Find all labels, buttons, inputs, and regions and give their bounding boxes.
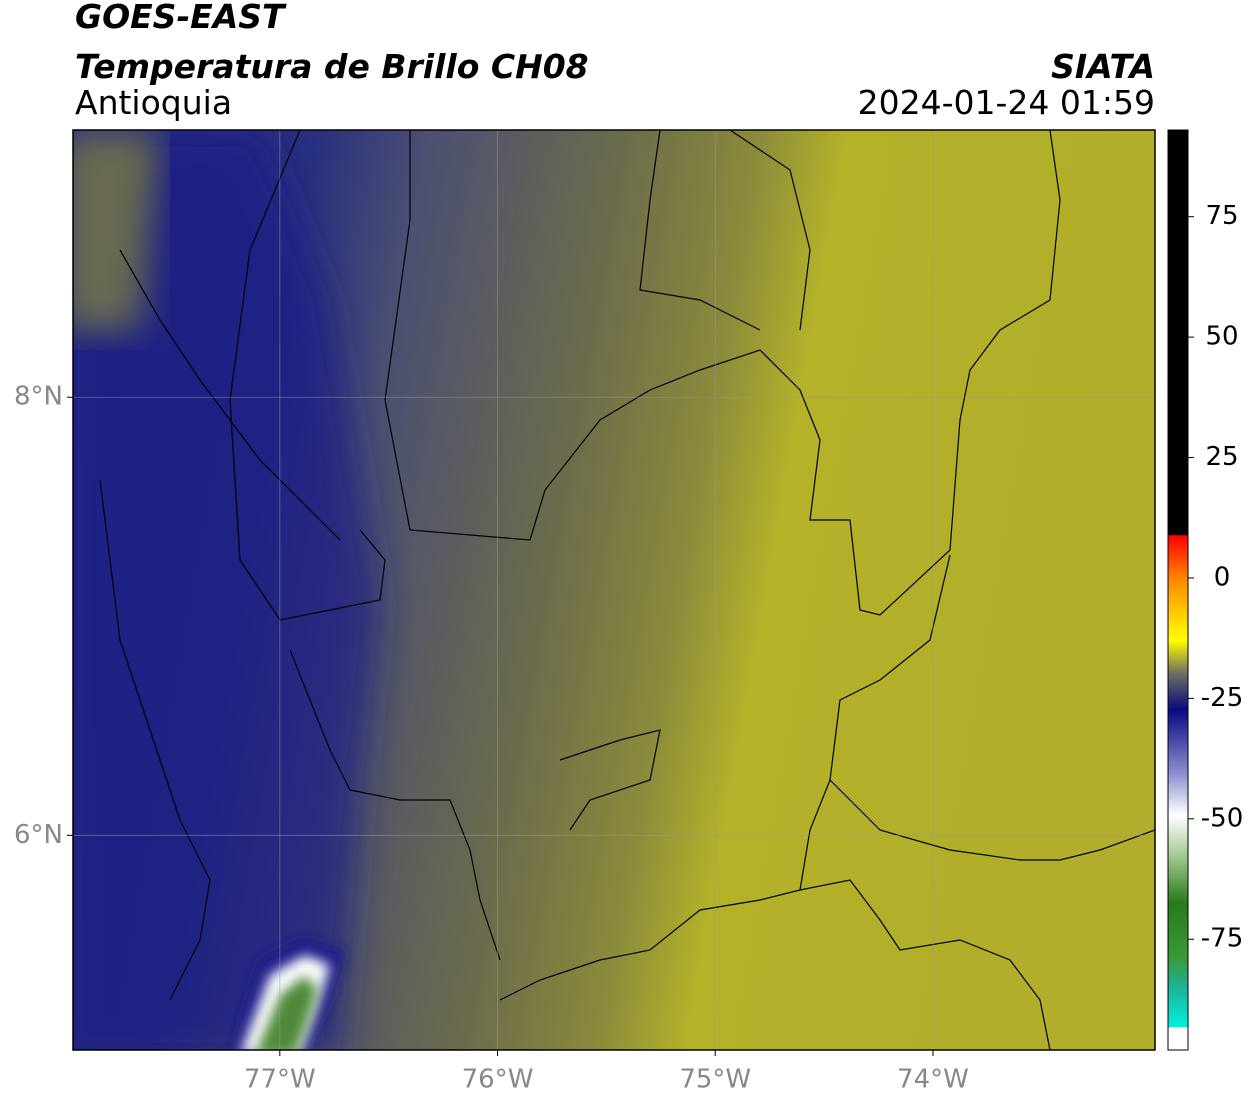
- map-frame: [72, 129, 1156, 1051]
- product-title: Temperatura de Brillo CH08: [75, 47, 589, 86]
- cold-region: [73, 130, 380, 1050]
- cloud-core: [257, 975, 318, 1050]
- lon-tick-label: 74°W: [897, 1065, 969, 1095]
- region: Antioquia: [75, 83, 232, 122]
- colorbar-tick-label: -75: [1201, 924, 1243, 954]
- source: SIATA: [1051, 47, 1155, 86]
- borders: [99, 130, 1155, 1050]
- colorbar-tick-label: 50: [1205, 322, 1238, 352]
- grid: [67, 130, 1155, 1056]
- colorbar-tick-label: -25: [1201, 683, 1243, 713]
- datetime: 2024-01-24 01:59: [858, 83, 1155, 122]
- colorbar-tick-label: 0: [1214, 562, 1231, 592]
- map-image: [73, 130, 1155, 1050]
- colorbar-tick-label: 75: [1205, 201, 1238, 231]
- satellite-title: GOES-EAST: [75, 0, 287, 36]
- colorbar-tick-label: -50: [1201, 803, 1243, 833]
- lat-tick-label: 8°N: [14, 382, 63, 412]
- lon-tick-label: 76°W: [462, 1065, 534, 1095]
- lat-tick-label: 6°N: [14, 820, 63, 850]
- lon-tick-label: 75°W: [679, 1065, 751, 1095]
- lon-tick-label: 77°W: [244, 1065, 316, 1095]
- colorbar-tick-label: 25: [1205, 442, 1238, 472]
- colorbar: [1167, 129, 1189, 1051]
- warm-region: [73, 130, 160, 330]
